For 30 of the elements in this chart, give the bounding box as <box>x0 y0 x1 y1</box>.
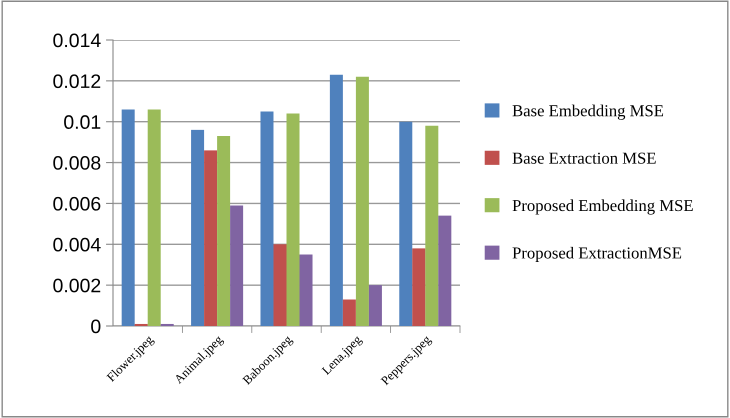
bar <box>204 150 218 326</box>
bar <box>330 74 343 326</box>
y-tick-label: 0 <box>91 319 100 334</box>
bar <box>412 248 426 326</box>
bar <box>342 299 356 326</box>
legend-label: Proposed ExtractionMSE <box>512 246 682 262</box>
bar <box>300 254 313 326</box>
bar <box>368 285 382 326</box>
y-tick-label: 0.01 <box>64 115 100 129</box>
bar <box>260 112 274 326</box>
bar <box>217 136 230 326</box>
legend-label: Proposed Embedding MSE <box>512 199 693 215</box>
y-tick-label: 0.002 <box>53 278 100 292</box>
y-tick-label: 0.006 <box>53 196 100 211</box>
bar <box>356 76 369 326</box>
bar <box>230 205 244 326</box>
y-tick-label: 0.012 <box>53 74 100 88</box>
legend-label: Base Extraction MSE <box>512 152 656 164</box>
bar <box>273 244 286 326</box>
legend-label: Base Embedding MSE <box>512 104 664 120</box>
bar <box>191 130 204 326</box>
bar <box>438 216 452 326</box>
bar <box>425 126 438 326</box>
bar <box>122 109 135 326</box>
bar <box>399 122 412 326</box>
bar <box>148 109 161 326</box>
bar <box>286 114 300 326</box>
y-tick-label: 0.014 <box>53 33 101 48</box>
y-tick-label: 0.004 <box>53 238 101 252</box>
y-tick-label: 0.008 <box>53 156 100 170</box>
